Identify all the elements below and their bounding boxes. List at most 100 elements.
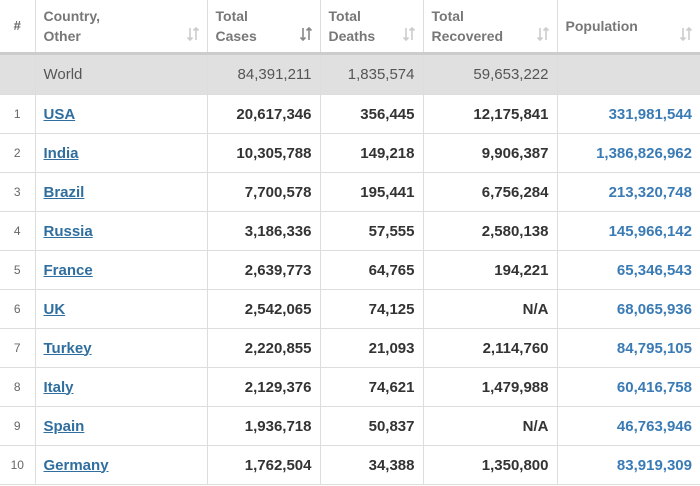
cell: 5 (0, 250, 36, 290)
stat-value: 34,388 (368, 456, 415, 474)
stat-value: 21,093 (368, 339, 415, 357)
cell: 7 (0, 328, 36, 368)
country-link[interactable]: Spain (43, 417, 85, 435)
cell: Spain (34, 406, 208, 446)
cell: France (34, 250, 208, 290)
cell: 10 (0, 445, 36, 485)
stat-value: 2,542,065 (244, 300, 312, 318)
table-body: World 84,391,211 1,835,574 59,653,222 1 USA 20… (0, 53, 700, 485)
cell: 9 (0, 406, 36, 446)
country-row: 7 Turkey 2,220,855 21,093 2,114,760 84,795,10… (0, 328, 700, 368)
cell: 1,835,574 (319, 53, 424, 95)
column-header[interactable]: Total Cases (206, 0, 321, 55)
stat-value: 9,906,387 (481, 144, 549, 162)
cell: USA (34, 94, 208, 134)
header-text: # (13, 18, 21, 33)
rank: 4 (13, 224, 21, 238)
cell: 195,441 (319, 172, 424, 212)
population: 84,795,105 (616, 339, 692, 357)
country-row: 4 Russia 3,186,336 57,555 2,580,138 145,966,1… (0, 211, 700, 251)
country-link[interactable]: USA (43, 105, 76, 123)
cell: 356,445 (319, 94, 424, 134)
cell: 84,391,211 (206, 53, 321, 95)
stat-value: 57,555 (368, 222, 415, 240)
population: 65,346,543 (616, 261, 692, 279)
stat-value: 7,700,578 (244, 183, 312, 201)
cell: Turkey (34, 328, 208, 368)
header-text: Deaths (328, 28, 376, 44)
column-header[interactable]: Total Recovered (422, 0, 558, 55)
cell: 331,981,544 (556, 94, 700, 134)
cell: 46,763,946 (556, 406, 700, 446)
stat-value: 84,391,211 (237, 66, 312, 83)
header-text: Cases (215, 28, 257, 44)
country-row: 5 France 2,639,773 64,765 194,221 65,346,543 (0, 250, 700, 290)
stat-value: 195,441 (360, 183, 415, 201)
cell (0, 53, 36, 95)
country-link[interactable]: France (43, 261, 93, 279)
header-text: Total (215, 8, 248, 24)
cell: 3,186,336 (206, 211, 321, 251)
cell: 1,386,826,962 (556, 133, 700, 173)
cell: 68,065,936 (556, 289, 700, 329)
cell: 57,555 (319, 211, 424, 251)
column-header[interactable]: Population (556, 0, 700, 55)
header-row: # Country, Other Total Cases Total Deaths Total… (0, 0, 700, 55)
cell: 2,580,138 (422, 211, 558, 251)
cell: 3 (0, 172, 36, 212)
country-link[interactable]: India (43, 144, 79, 162)
stat-value: 74,621 (368, 378, 415, 396)
cell: 4 (0, 211, 36, 251)
cell: 194,221 (422, 250, 558, 290)
country-link[interactable]: Germany (43, 456, 109, 474)
cell: 50,837 (319, 406, 424, 446)
cell: 149,218 (319, 133, 424, 173)
column-header[interactable]: Country, Other (34, 0, 208, 55)
sort-icon[interactable] (536, 27, 549, 41)
country-link[interactable]: Brazil (43, 183, 85, 201)
cell: 20,617,346 (206, 94, 321, 134)
cell: Italy (34, 367, 208, 407)
cell: World (34, 53, 208, 95)
stat-value: 1,835,574 (347, 66, 415, 83)
population: 46,763,946 (616, 417, 692, 435)
country-row: 8 Italy 2,129,376 74,621 1,479,988 60,416,758 (0, 367, 700, 407)
column-header[interactable]: Total Deaths (319, 0, 424, 55)
sort-icon[interactable] (299, 27, 312, 41)
stat-value: 74,125 (368, 300, 415, 318)
population: 68,065,936 (616, 300, 692, 318)
cell: 84,795,105 (556, 328, 700, 368)
rank: 2 (13, 146, 21, 160)
stat-value: 1,936,718 (244, 417, 312, 435)
population: 60,416,758 (616, 378, 692, 396)
population: 1,386,826,962 (596, 144, 692, 162)
cell: Russia (34, 211, 208, 251)
stat-value: 149,218 (360, 144, 415, 162)
cell: 7,700,578 (206, 172, 321, 212)
stat-value: 2,220,855 (244, 339, 312, 357)
rank: 10 (10, 458, 24, 472)
stat-value: 2,639,773 (244, 261, 312, 279)
country-link[interactable]: Turkey (43, 339, 92, 357)
stat-value: 1,479,988 (481, 378, 549, 396)
cell: 1 (0, 94, 36, 134)
header-text: Population (565, 18, 638, 34)
country-link[interactable]: Italy (43, 378, 74, 396)
country-link[interactable]: UK (43, 300, 66, 318)
sort-icon[interactable] (680, 27, 692, 41)
population: 213,320,748 (608, 183, 692, 201)
rank: 9 (13, 419, 21, 433)
stat-value: 1,350,800 (481, 456, 549, 474)
country-link[interactable]: Russia (43, 222, 93, 240)
cell: 1,762,504 (206, 445, 321, 485)
sort-icon[interactable] (402, 27, 415, 41)
cell: Brazil (34, 172, 208, 212)
column-header: # (0, 0, 36, 55)
rank: 6 (13, 302, 21, 316)
header-text: Total (431, 8, 464, 24)
cell: 2,129,376 (206, 367, 321, 407)
population: 331,981,544 (608, 105, 692, 123)
sort-icon[interactable] (186, 27, 199, 41)
cell: 74,621 (319, 367, 424, 407)
